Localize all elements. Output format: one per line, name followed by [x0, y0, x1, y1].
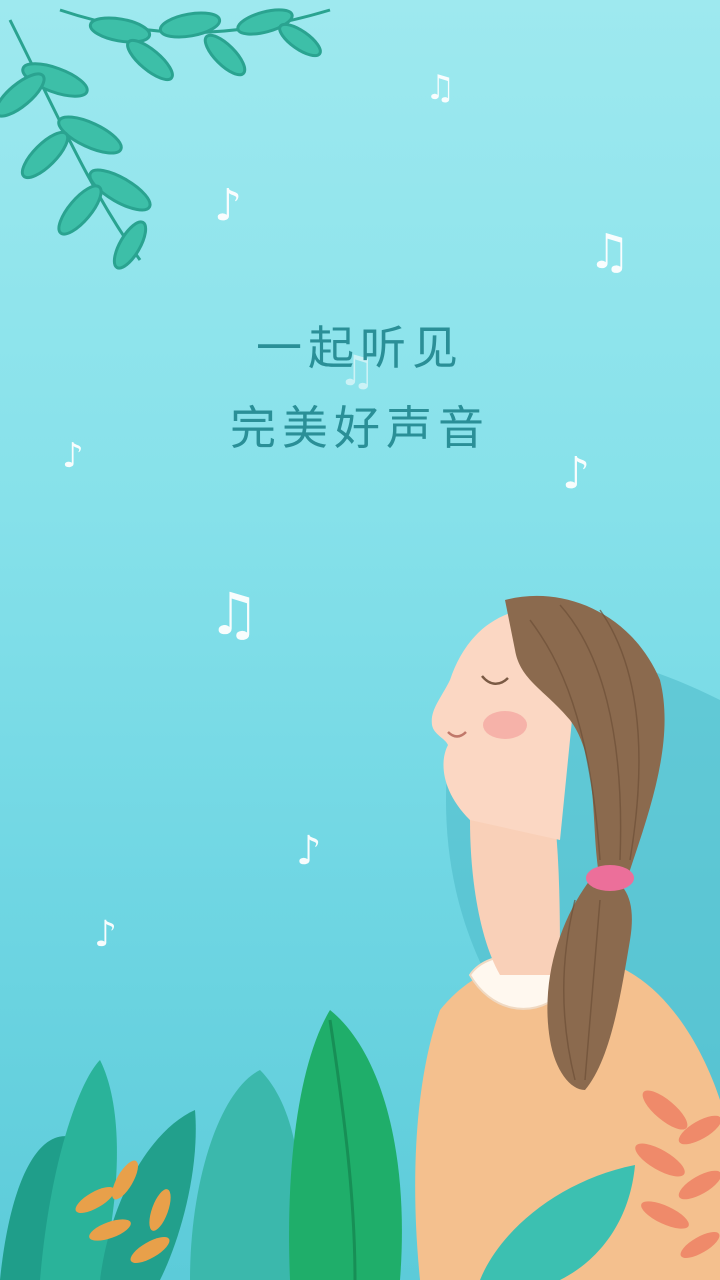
- top-left-branch-icon: [0, 8, 331, 270]
- music-note-icon: ♫: [338, 346, 376, 395]
- hair-strands: [529, 604, 640, 1081]
- music-note-icon: ♫: [425, 68, 456, 108]
- slogan-line-1: 一起听见: [256, 321, 464, 375]
- hair-tie: [586, 865, 634, 891]
- music-note-icon: ♪: [296, 828, 322, 874]
- slogan-line-2: 完美好声音: [230, 401, 490, 455]
- music-note-icon: ♫: [588, 224, 632, 280]
- girl-eye: [481, 675, 509, 685]
- girl-neck: [470, 820, 560, 975]
- girl-cheek: [483, 711, 527, 739]
- music-note-icon: ♪: [562, 448, 591, 499]
- music-note-icon: ♪: [62, 436, 84, 476]
- bottom-plants: [0, 1010, 720, 1280]
- music-note-icon: ♫: [208, 580, 260, 648]
- music-note-icon: ♪: [214, 180, 243, 231]
- girl-sweater: [415, 956, 720, 1280]
- girl-smile: [447, 731, 467, 738]
- music-note-icon: ♪: [94, 914, 117, 955]
